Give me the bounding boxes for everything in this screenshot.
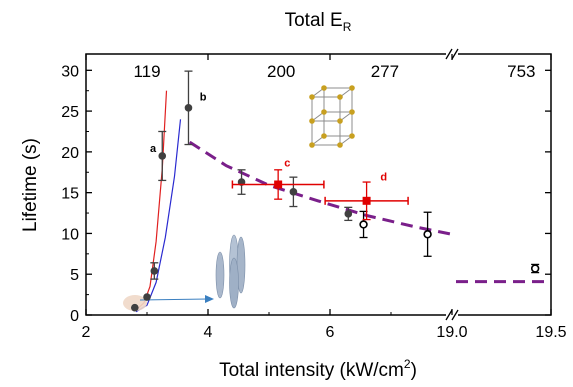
x-tick-label: 19.0 (436, 324, 467, 341)
axis-break-mark (445, 48, 459, 321)
fit-line (135, 90, 168, 311)
x-axis-title: Total intensity (kW/cm2) (219, 357, 417, 381)
point-label: b (200, 91, 207, 103)
arrow-icon (139, 295, 214, 303)
point-label: c (284, 158, 290, 170)
point-labels: a b c d (150, 91, 387, 183)
y-tick-label: 15 (61, 186, 79, 203)
point-label: d (380, 171, 387, 183)
y-axis-ticks: 0 5 10 15 20 25 30 (61, 63, 551, 325)
x-axis-title-end: ) (411, 360, 417, 381)
highlight-glow (123, 295, 147, 311)
y-tick-label: 30 (61, 63, 79, 80)
y-tick-label: 5 (70, 267, 79, 284)
y-tick-label: 25 (61, 104, 79, 121)
top-axis-value: 753 (507, 62, 535, 81)
x-axis-title-main: Total intensity (kW/cm (219, 360, 404, 381)
trend-line-segment (188, 140, 453, 236)
data-point (131, 303, 139, 312)
top-axis-value: 200 (267, 62, 295, 81)
cubic-lattice-icon (309, 85, 355, 148)
x-tick-label: 19.5 (535, 324, 566, 341)
x-tick-label: 4 (204, 324, 213, 341)
data-point-open (530, 264, 540, 273)
trend-line (188, 140, 551, 284)
data-point-open (359, 220, 368, 229)
data-point-open (423, 230, 432, 239)
y-tick-label: 0 (70, 308, 79, 325)
y-tick-label: 10 (61, 226, 79, 243)
data-point (150, 267, 159, 275)
data-point (344, 210, 353, 218)
top-axis-value: 277 (371, 62, 399, 81)
data-point (184, 104, 193, 112)
point-label: a (150, 143, 157, 155)
y-tick-label: 20 (61, 145, 79, 162)
top-axis-values: 119 200 277 753 (133, 62, 535, 81)
data-point (158, 152, 167, 160)
chart-title: Total ER (285, 10, 352, 34)
chart-title-subscript: R (343, 20, 352, 34)
data-point (143, 293, 151, 301)
x-axis-ticks: 2 4 6 19.0 19.5 (82, 54, 567, 341)
chart-title-main: Total E (285, 10, 343, 31)
plot-frame (85, 53, 552, 316)
x-tick-label: 2 (82, 324, 91, 341)
data-point (289, 188, 298, 196)
x-axis-title-superscript: 2 (404, 357, 411, 371)
top-axis-value: 119 (133, 62, 160, 81)
y-axis-title: Lifetime (s) (20, 138, 41, 232)
elongated-cloud-icon (215, 234, 246, 309)
x-tick-label: 6 (326, 324, 335, 341)
data-point-square (362, 196, 371, 205)
data-points (131, 70, 540, 312)
data-point-square (274, 180, 283, 189)
